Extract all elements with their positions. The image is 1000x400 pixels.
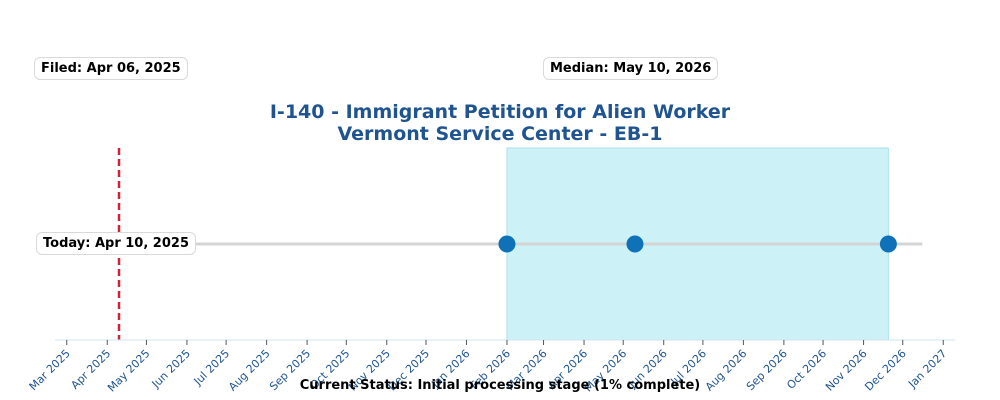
chart-title-line2: Vermont Service Center - EB-1	[337, 123, 663, 145]
timeline-point-2	[626, 235, 644, 253]
chart-title-line1: I-140 - Immigrant Petition for Alien Wor…	[269, 101, 731, 123]
today-annotation: Today: Apr 10, 2025	[36, 232, 196, 255]
current-status-text: Current Status: Initial processing stage…	[299, 378, 701, 393]
filed-annotation: Filed: Apr 06, 2025	[34, 57, 188, 80]
timeline-point-1	[498, 235, 516, 253]
timeline-point-3	[879, 235, 897, 253]
median-annotation: Median: May 10, 2026	[543, 57, 719, 80]
